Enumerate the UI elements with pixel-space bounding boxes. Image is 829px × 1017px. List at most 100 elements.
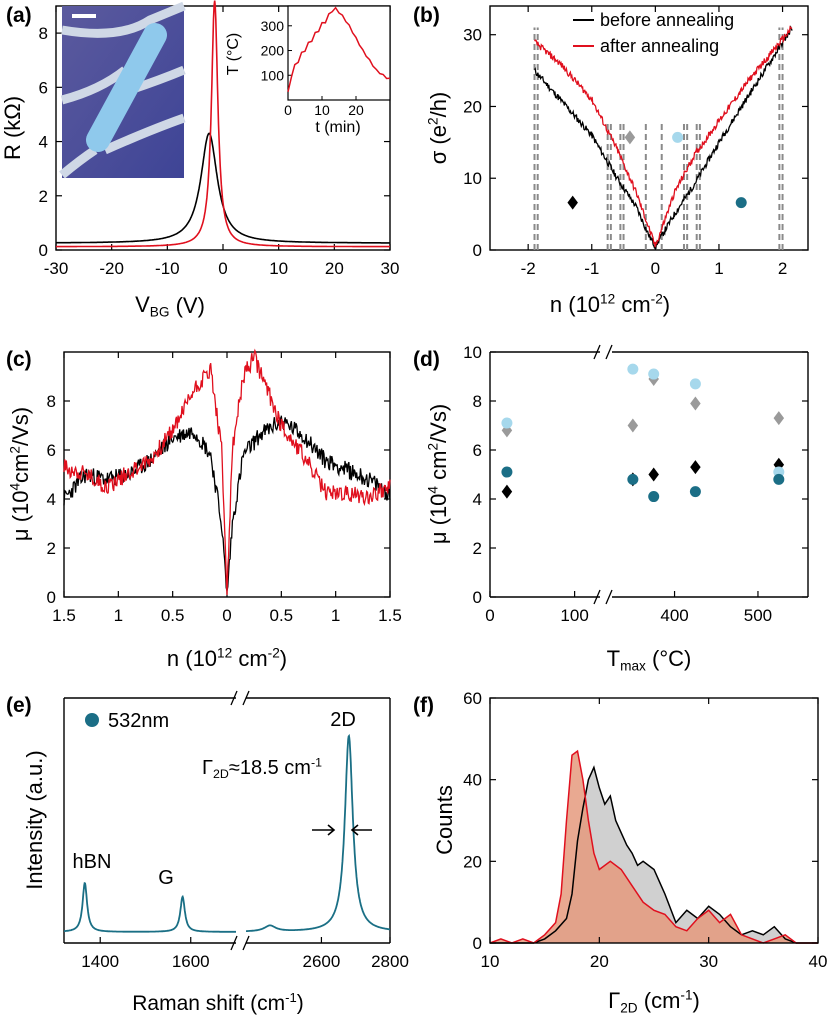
axis-break-mark [605,589,613,605]
inset-y-tick-label: 200 [261,43,285,59]
y-tick-label: 0 [39,241,48,260]
axes-frame-f [489,697,819,944]
x-tick-label: 2600 [303,952,341,971]
y-axis-label-c: μ (104cm2/Vs) [8,407,33,541]
inset-x-tick-label: 10 [314,102,330,118]
y-axis-label-d: μ (104 cm2/Vs) [426,404,451,544]
arrow-right [312,824,336,836]
inset-x-tick-label: 0 [284,102,292,118]
x-tick-label: 10 [481,952,500,971]
y-tick-label: 10 [463,169,482,188]
y-tick-label: 6 [39,78,48,97]
axis-break-mark [242,690,250,706]
panel-d: 0 100 400 500 0 2 4 6 8 10 Tmax (°C) μ (104 cm2/Vs) [426,343,809,673]
point-circle-teal [689,486,701,498]
electrode [61,1,186,38]
outline-red [489,749,818,944]
legend-label: after annealing [600,36,719,56]
curve-black [63,415,391,592]
y-tick-label: 4 [473,490,482,509]
point-diamond-black [501,484,513,499]
y-tick-label: 8 [39,24,48,43]
annotation-2D: 2D [330,709,356,731]
y-axis-label-a: R (kΩ) [0,96,25,160]
x-tick-label: 1400 [81,952,119,971]
point-diamond-gray [627,418,639,433]
curve-red [56,0,390,248]
annotation-width: Γ2D≈18.5 cm-1 [202,755,322,781]
x-tick-label: 30 [381,259,400,278]
y-tick-label: 6 [47,441,56,460]
inset-temperature-curve [287,6,391,92]
x-tick-label: 0.5 [270,606,294,625]
x-tick-label: 0 [218,259,227,278]
y-tick-label: 20 [463,852,482,871]
x-tick-label: 0 [485,606,494,625]
y-tick-label: 10 [463,343,482,362]
x-tick-label: 1.5 [378,606,402,625]
x-tick-label: 1600 [172,952,210,971]
y-tick-label: 60 [463,689,482,708]
area-red [490,751,818,943]
x-tick-label: 20 [325,259,344,278]
inset-x-label: t (min) [315,119,360,136]
y-tick-label: 4 [47,490,56,509]
x-tick-label: 0 [651,259,660,278]
point-circle-lightblue [627,363,639,375]
point-circle-teal [773,473,785,485]
device-photo [59,1,186,179]
y-tick-label: 0 [473,241,482,260]
axis-break-mark [593,589,601,605]
y-tick-label: 2 [47,539,56,558]
point-circle-lightblue [689,378,701,390]
x-axis-label-c: n (1012 cm-2) [167,646,287,671]
marker-diamond-gray [624,130,636,145]
point-circle-lightblue [501,417,513,429]
y-tick-label: 40 [463,771,482,790]
panel-label-e: (e) [6,694,32,717]
axes-frame-b [489,5,809,251]
raman-spectrum-1 [64,881,236,933]
x-tick-label: 1 [331,606,340,625]
panel-label-a: (a) [6,4,32,27]
point-diamond-gray [773,411,785,426]
x-tick-label: 40 [809,952,828,971]
y-tick-label: 0 [47,588,56,607]
panel-label-d: (d) [413,348,440,371]
panel-label-b: (b) [413,4,440,27]
y-tick-label: 4 [39,133,48,152]
x-tick-label: 0 [222,606,231,625]
marker-diamond-black [567,195,578,210]
inset-y-tick-label: 300 [261,18,285,34]
inset-frame [287,5,391,101]
annotation-hBN: hBN [73,851,112,873]
x-tick-label: 2 [778,259,787,278]
axis-break-mark [230,935,238,951]
marker-circle-teal [735,197,747,209]
x-tick-label: 2800 [371,952,409,971]
curve-red [63,348,391,596]
x-tick-label: 1.5 [52,606,76,625]
arrow-left [350,824,372,836]
axis-break-mark [230,690,238,706]
y-axis-label-e: Intensity (a.u.) [22,750,47,889]
point-circle-teal [648,491,660,503]
y-tick-label: 8 [47,392,56,411]
legend-label: before annealing [600,10,734,30]
panel-f: 10 20 30 40 0 20 40 60 Γ2D (cm-1) Counts [432,689,827,1015]
x-tick-label: 1 [714,259,723,278]
y-tick-label: 0 [473,588,482,607]
point-diamond-black [690,460,701,475]
curve-black [533,25,793,250]
electrode [103,113,186,155]
x-tick-label: 1 [114,606,123,625]
panel-label-f: (f) [413,694,434,717]
y-tick-label: 30 [463,26,482,45]
axis-break-mark [593,344,601,360]
scale-bar [72,14,96,18]
x-tick-label: -1 [584,259,599,278]
legend-label-532nm: 532nm [108,710,169,732]
